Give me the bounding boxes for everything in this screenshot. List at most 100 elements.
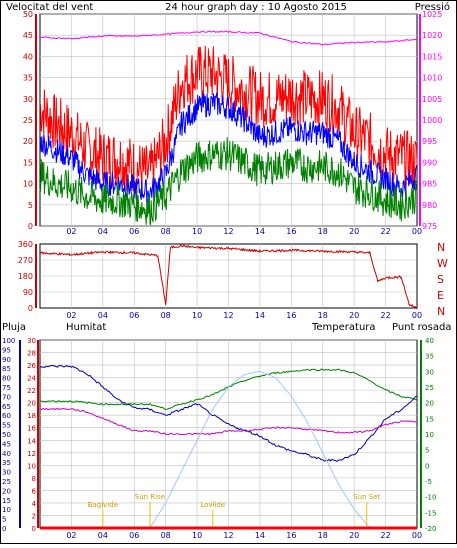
wind-ytick-label: 40: [23, 52, 33, 61]
rain-ytick-label: 0: [32, 525, 36, 533]
wind-ytick-label: 45: [23, 31, 33, 40]
rain-ytick-label: 28: [27, 350, 36, 358]
rain-ytick-label: 12: [27, 450, 36, 458]
temperature-ytick-label: 15: [425, 415, 434, 423]
temperature-ytick-label: 35: [425, 353, 434, 361]
temperature-ytick-label: -5: [425, 478, 432, 486]
temperature-label: Temperatura: [311, 322, 376, 333]
humidity-ytick-label: 100: [2, 337, 15, 345]
wind-ytick-label: 20: [23, 137, 33, 146]
dewpoint-label: Punt rosada: [392, 322, 451, 333]
hour-tick-label: 16: [286, 531, 296, 540]
direction-ytick-label: 360: [18, 240, 33, 249]
humidity-ytick-label: 90: [2, 356, 11, 364]
humidity-ytick-label: 80: [2, 375, 11, 383]
temperature-ytick-label: 30: [425, 368, 434, 376]
pressure-ytick-label: 980: [422, 201, 437, 210]
temperature-ytick-label: 10: [425, 431, 434, 439]
pressure-label: Pressió: [415, 1, 450, 13]
humidity-ytick-label: 45: [2, 440, 11, 448]
wind-ytick-label: 15: [23, 158, 33, 167]
humidity-ytick-label: 85: [2, 365, 11, 373]
hour-tick-label: 10: [192, 227, 202, 236]
temperature-ytick-label: -15: [425, 509, 436, 517]
wind-avg-line: [39, 91, 418, 204]
direction-ytick-label: 180: [18, 272, 33, 281]
hour-tick-label: 18: [318, 311, 328, 320]
solar-line: [149, 370, 371, 529]
hour-tick-label: 20: [349, 311, 359, 320]
temperature-ytick-label: -20: [425, 525, 436, 533]
rain-ytick-label: 14: [27, 437, 36, 445]
wind-ytick-label: 30: [23, 95, 33, 104]
rain-ytick-label: 8: [32, 475, 36, 483]
hour-tick-label: 06: [129, 227, 139, 236]
hour-tick-label: 06: [129, 531, 139, 540]
pressure-ytick-label: 1005: [422, 95, 442, 104]
humidity-ytick-label: 15: [2, 497, 11, 505]
hour-tick-label: 02: [66, 311, 76, 320]
pressure-ytick-label: 1020: [422, 31, 442, 40]
compass-label: W: [437, 257, 448, 270]
rain-ytick-label: 20: [27, 400, 36, 408]
hour-tick-label: 14: [255, 311, 265, 320]
event-label: Baglvide: [88, 501, 118, 509]
hour-tick-label: 08: [161, 311, 171, 320]
humidity-ytick-label: 5: [2, 516, 6, 524]
humidity-ytick-label: 20: [2, 487, 11, 495]
rain-ytick-label: 26: [27, 362, 36, 370]
hour-tick-label: 20: [349, 227, 359, 236]
hour-tick-label: 00: [412, 531, 422, 540]
humidity-ytick-label: 75: [2, 384, 11, 392]
humidity-ytick-label: 50: [2, 431, 11, 439]
hour-tick-label: 22: [380, 311, 390, 320]
direction-ytick-label: 0: [28, 304, 33, 313]
rain-ytick-label: 16: [27, 425, 36, 433]
hour-tick-label: 12: [223, 227, 233, 236]
hour-tick-label: 04: [98, 531, 108, 540]
pressure-ytick-label: 1010: [422, 74, 442, 83]
pressure-ytick-label: 1025: [422, 10, 442, 19]
pressure-ytick-label: 995: [422, 137, 437, 146]
humidity-ytick-label: 10: [2, 506, 11, 514]
compass-label: N: [437, 305, 445, 318]
compass-label: E: [437, 289, 444, 302]
hour-tick-label: 12: [223, 531, 233, 540]
compass-label: N: [437, 241, 445, 254]
wind-speed-label: Velocitat del vent: [6, 2, 93, 13]
wind-low-line: [39, 136, 418, 226]
hour-tick-label: 14: [255, 227, 265, 236]
humidity-ytick-label: 65: [2, 403, 11, 411]
hour-tick-label: 16: [286, 311, 296, 320]
rain-ytick-label: 4: [32, 500, 37, 508]
temperature-ytick-label: 40: [425, 337, 434, 345]
pressure-ytick-label: 990: [422, 158, 437, 167]
wind-ytick-label: 25: [23, 116, 33, 125]
hour-tick-label: 04: [98, 227, 108, 236]
rain-ytick-label: 2: [32, 512, 36, 520]
chart-title: 24 hour graph day : 10 Agosto 2015: [165, 2, 347, 13]
pressure-ytick-label: 985: [422, 180, 437, 189]
rain-ytick-label: 30: [27, 337, 36, 345]
dewpoint-line: [40, 407, 417, 436]
direction-ytick-label: 270: [18, 256, 33, 265]
hour-tick-label: 20: [349, 531, 359, 540]
temperature-ytick-label: 25: [425, 384, 434, 392]
hour-tick-label: 16: [286, 227, 296, 236]
temperature-ytick-label: -10: [425, 494, 436, 502]
humidity-line: [39, 364, 418, 463]
hour-tick-label: 12: [223, 311, 233, 320]
temperature-ytick-label: 20: [425, 400, 434, 408]
pressure-ytick-label: 975: [422, 222, 437, 231]
event-label: Sun Rise: [135, 493, 165, 501]
hour-tick-label: 02: [66, 227, 76, 236]
hour-tick-label: 18: [318, 531, 328, 540]
rain-ytick-label: 10: [27, 462, 36, 470]
hour-tick-label: 18: [318, 227, 328, 236]
humidity-ytick-label: 0: [2, 525, 6, 533]
humidity-ytick-label: 35: [2, 459, 11, 467]
pressure-ytick-label: 1000: [422, 116, 442, 125]
compass-label: S: [437, 273, 444, 286]
